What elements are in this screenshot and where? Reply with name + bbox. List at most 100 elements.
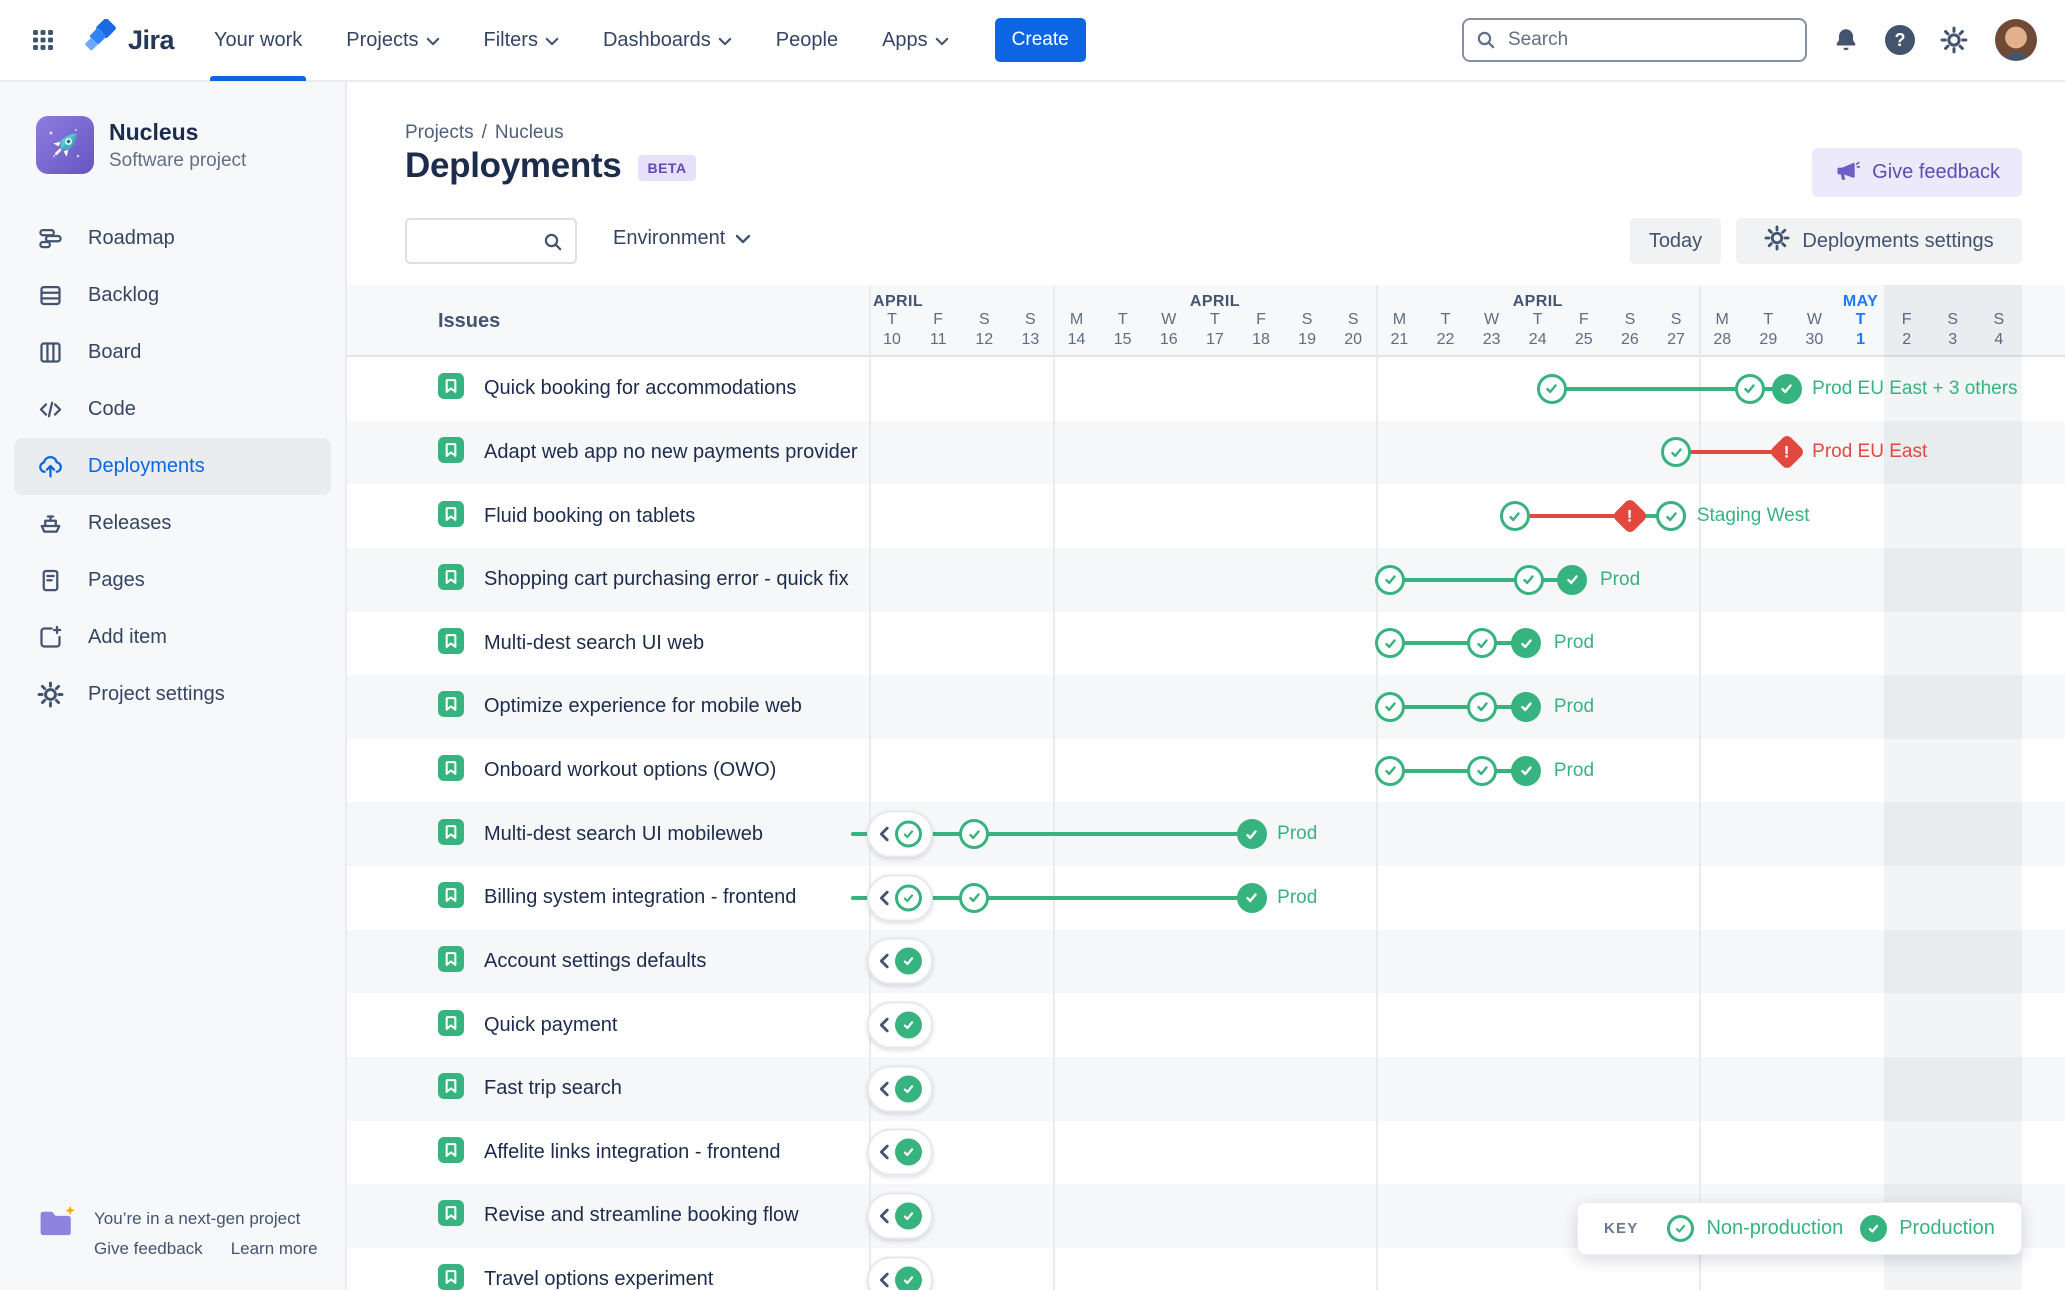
sidebar-item-code[interactable]: Code [14, 381, 331, 438]
non-production-deployment-icon[interactable] [1375, 628, 1406, 659]
collapsed-deployments-pill[interactable] [867, 1065, 933, 1113]
sidebar-item-add-item[interactable]: Add item [14, 609, 331, 666]
issue-cell[interactable]: Fluid booking on tablets [438, 484, 859, 548]
settings-icon[interactable] [1937, 23, 1971, 57]
collapsed-deployments-pill[interactable] [867, 1192, 933, 1240]
nav-your-work[interactable]: Your work [210, 0, 307, 81]
production-deployment-icon[interactable] [1236, 882, 1267, 913]
issue-cell[interactable]: Multi-dest search UI web [438, 612, 859, 676]
issue-cell[interactable]: Travel options experiment [438, 1248, 859, 1290]
sidebar-item-roadmap[interactable]: Roadmap [14, 210, 331, 267]
non-production-deployment-icon[interactable] [1375, 564, 1406, 595]
breadcrumb-nucleus[interactable]: Nucleus [494, 122, 564, 143]
non-production-deployment-icon[interactable] [1661, 437, 1692, 468]
jira-logo[interactable]: Jira [84, 17, 175, 62]
project-header[interactable]: Nucleus Software project [0, 82, 345, 202]
sidebar-item-pages[interactable]: Pages [14, 552, 331, 609]
non-production-deployment-icon[interactable] [1467, 691, 1498, 722]
production-deployment-icon[interactable] [1511, 691, 1542, 722]
nav-dashboards[interactable]: Dashboards [603, 0, 732, 81]
give-feedback-button[interactable]: Give feedback [1812, 148, 2022, 197]
nav-apps[interactable]: Apps [882, 0, 949, 81]
issue-cell[interactable]: Account settings defaults [438, 930, 859, 994]
deployment-lane: Prod [347, 739, 2065, 803]
sidebar-item-releases[interactable]: Releases [14, 495, 331, 552]
sidebar-item-project-settings[interactable]: Project settings [14, 666, 331, 723]
production-deployment-icon[interactable] [1771, 373, 1802, 404]
issue-cell[interactable]: Billing system integration - frontend [438, 866, 859, 930]
issue-cell[interactable]: Shopping cart purchasing error - quick f… [438, 548, 859, 612]
non-production-deployment-icon[interactable] [1375, 755, 1406, 786]
issue-cell[interactable]: Quick payment [438, 993, 859, 1057]
collapsed-deployments-pill[interactable] [867, 810, 933, 858]
issue-row: Affelite links integration - frontend [347, 1120, 2065, 1185]
issue-row: Quick payment [347, 993, 2065, 1057]
sidebar-learn-more-link[interactable]: Learn more [230, 1239, 318, 1258]
issue-cell[interactable]: Adapt web app no new payments provider [438, 421, 859, 485]
global-search-input[interactable] [1462, 18, 1807, 62]
page-title: Deployments [405, 146, 622, 185]
help-icon[interactable]: ? [1883, 23, 1917, 57]
production-deployment-icon[interactable] [1511, 755, 1542, 786]
today-button[interactable]: Today [1630, 218, 1721, 264]
non-production-deployment-icon[interactable] [1513, 564, 1544, 595]
sidebar-item-backlog[interactable]: Backlog [14, 267, 331, 324]
issue-cell[interactable]: Affelite links integration - frontend [438, 1121, 859, 1185]
future-dates-shade [1883, 285, 2022, 1290]
breadcrumb-projects[interactable]: Projects [405, 122, 474, 143]
issue-cell[interactable]: Optimize experience for mobile web [438, 675, 859, 739]
app-switcher-icon[interactable] [28, 25, 58, 55]
issue-cell[interactable]: Revise and streamline booking flow [438, 1184, 859, 1248]
key-label: KEY [1604, 1220, 1639, 1237]
notifications-icon[interactable] [1829, 23, 1863, 57]
non-production-deployment-icon[interactable] [1499, 501, 1530, 532]
issue-cell[interactable]: Fast trip search [438, 1057, 859, 1121]
search-icon [541, 230, 565, 259]
day-column-header: T 29 [1759, 311, 1778, 348]
production-deployment-icon[interactable] [1557, 564, 1588, 595]
non-production-deployment-icon[interactable] [1536, 373, 1567, 404]
non-production-deployment-icon[interactable] [1734, 373, 1765, 404]
production-deployment-icon[interactable] [1511, 628, 1542, 659]
issue-cell[interactable]: Quick booking for accommodations [438, 357, 859, 421]
pipeline-segment [931, 832, 975, 837]
user-avatar[interactable] [1995, 19, 2037, 61]
sidebar-give-feedback-link[interactable]: Give feedback [94, 1239, 203, 1258]
issue-title: Optimize experience for mobile web [484, 695, 802, 718]
sidebar-item-deployments[interactable]: Deployments [14, 438, 331, 495]
collapsed-deployments-pill[interactable] [867, 1256, 933, 1290]
issues-column-header: Issues [438, 309, 501, 332]
collapsed-deployments-pill[interactable] [867, 1128, 933, 1176]
non-production-deployment-icon[interactable] [1467, 755, 1498, 786]
issue-cell[interactable]: Multi-dest search UI mobileweb [438, 802, 859, 866]
deployment-failed-icon[interactable]: ! [1768, 434, 1806, 471]
environment-dropdown[interactable]: Environment [613, 227, 751, 250]
nav-filters[interactable]: Filters [484, 0, 559, 81]
non-production-deployment-icon[interactable] [959, 819, 990, 850]
deployments-settings-button[interactable]: Deployments settings [1736, 218, 2022, 264]
day-column-header: W 16 [1159, 311, 1178, 348]
issue-cell[interactable]: Onboard workout options (OWO) [438, 739, 859, 803]
production-deployment-icon [895, 1202, 922, 1230]
sidebar-item-board[interactable]: Board [14, 324, 331, 381]
non-production-deployment-icon[interactable] [959, 882, 990, 913]
project-sidebar: Nucleus Software project Roadmap Backlog B… [0, 82, 347, 1290]
collapsed-deployments-pill[interactable] [867, 937, 933, 985]
non-production-deployment-icon[interactable] [1656, 501, 1687, 532]
non-production-deployment-icon[interactable] [1467, 628, 1498, 659]
issue-title: Adapt web app no new payments provider [484, 440, 858, 463]
chevron-left-icon [879, 1081, 889, 1096]
issue-title: Travel options experiment [484, 1268, 714, 1290]
environment-label: Prod EU East [1812, 441, 1928, 463]
releases-icon [36, 510, 64, 538]
non-production-deployment-icon[interactable] [1375, 691, 1406, 722]
deployment-lane: Prod [347, 675, 2065, 739]
collapsed-deployments-pill[interactable] [867, 874, 933, 922]
nav-projects[interactable]: Projects [346, 0, 439, 81]
production-deployment-icon[interactable] [1236, 819, 1267, 850]
collapsed-deployments-pill[interactable] [867, 1001, 933, 1049]
create-button[interactable]: Create [994, 18, 1086, 62]
nav-people[interactable]: People [775, 28, 839, 51]
chevron-left-icon [879, 1208, 889, 1224]
deployment-failed-icon[interactable]: ! [1611, 497, 1649, 535]
